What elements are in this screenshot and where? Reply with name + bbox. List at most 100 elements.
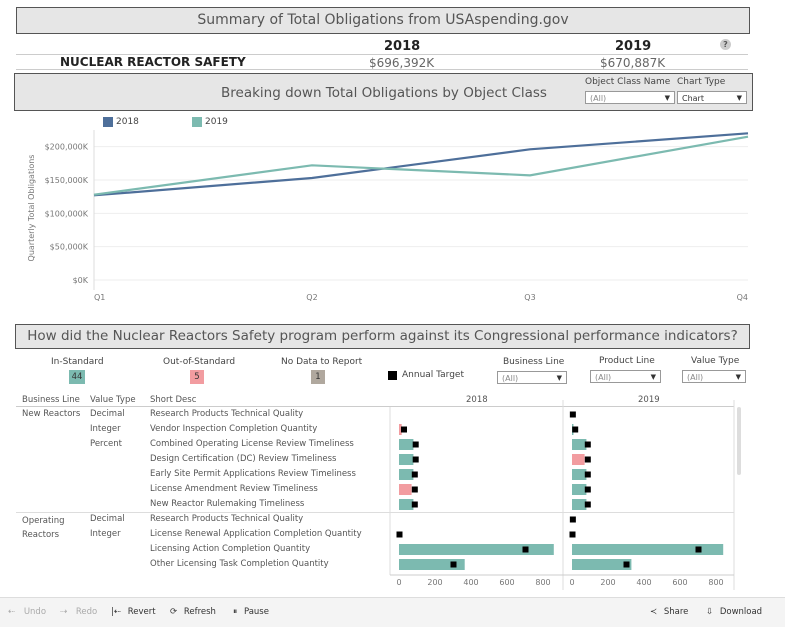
total-2019-value: $670,887K [600, 56, 666, 70]
x-tick-label: 400 [463, 578, 478, 587]
annual-target-marker[interactable] [412, 441, 419, 448]
series-line-2019[interactable] [93, 135, 749, 196]
chevron-down-icon: ▼ [650, 373, 656, 381]
annual-target-marker[interactable] [569, 531, 576, 538]
annual-target-marker[interactable] [584, 471, 591, 478]
cell-desc: Combined Operating License Review Timeli… [150, 439, 354, 449]
x-tick-label: 800 [535, 578, 550, 587]
cell-desc: Research Products Technical Quality [150, 409, 304, 419]
breakdown-title: Breaking down Total Obligations by Objec… [221, 85, 547, 101]
y-axis-label: Quarterly Total Obligations [27, 155, 36, 262]
annual-target-marker[interactable] [695, 546, 702, 553]
legend-label-2019: 2019 [205, 117, 228, 127]
undo-label: Undo [23, 607, 47, 617]
help-icon[interactable]: ? [720, 39, 731, 50]
annual-target-marker[interactable] [584, 441, 591, 448]
group-divider [16, 512, 734, 513]
series-line-2018[interactable] [93, 132, 749, 197]
annual-target-marker[interactable] [522, 546, 529, 553]
refresh-button[interactable]: ⟳ Refresh [170, 607, 216, 617]
indicator-bar[interactable] [399, 484, 412, 495]
legend-label-2018: 2018 [116, 117, 139, 127]
annual-target-marker[interactable] [572, 426, 579, 433]
pause-label: Pause [243, 607, 269, 617]
out-standard-badge[interactable]: 5 [190, 370, 204, 384]
viz-toolbar: ⇠ Undo ⇢ Redo |⇠ Revert ⟳ Refresh ⏸ Paus… [0, 597, 785, 627]
chart-type-dropdown[interactable]: Chart ▼ [677, 91, 747, 104]
annual-target-marker[interactable] [584, 486, 591, 493]
product-line-dropdown[interactable]: (All) ▼ [590, 370, 661, 383]
x-tick-label: 600 [672, 578, 687, 587]
no-data-label: No Data to Report [281, 357, 363, 367]
col-header-value-type: Value Type [90, 395, 136, 405]
indicator-bar[interactable] [399, 544, 554, 555]
refresh-label: Refresh [183, 607, 216, 617]
business-line-filter-label: Business Line [503, 357, 565, 367]
object-class-dropdown[interactable]: (All) ▼ [585, 91, 675, 104]
redo-label: Redo [75, 607, 98, 617]
in-standard-badge[interactable]: 44 [69, 370, 85, 384]
business-line-dropdown[interactable]: (All) ▼ [497, 371, 567, 384]
annual-target-marker[interactable] [584, 456, 591, 463]
indicator-bar[interactable] [399, 454, 414, 465]
x-tick-label: 800 [708, 578, 723, 587]
pause-button[interactable]: ⏸ Pause [233, 607, 269, 617]
x-tick-label: 200 [427, 578, 442, 587]
indicator-bar[interactable] [572, 439, 587, 450]
y-tick-label: $200,000K [45, 143, 89, 152]
y-tick-label: $150,000K [45, 176, 89, 185]
chevron-down-icon: ▼ [556, 374, 562, 382]
annual-target-marker[interactable] [569, 516, 576, 523]
indicator-bar[interactable] [572, 484, 587, 495]
indicator-bar[interactable] [572, 469, 587, 480]
chevron-down-icon: ▼ [664, 94, 670, 102]
annual-target-marker[interactable] [569, 411, 576, 418]
chart-type-label: Chart Type [677, 77, 726, 87]
annual-target-marker[interactable] [401, 426, 407, 433]
indicator-bar[interactable] [572, 559, 632, 570]
download-icon: ⇩ [706, 607, 714, 617]
summary-bottom-line [16, 69, 748, 70]
share-button[interactable]: ≺ Share [650, 607, 688, 617]
annual-target-marker[interactable] [396, 531, 403, 538]
chevron-down-icon: ▼ [735, 373, 741, 381]
y-tick-label: $100,000K [45, 209, 89, 218]
indicator-bar[interactable] [572, 544, 724, 555]
chart-type-value: Chart [682, 94, 704, 103]
undo-button[interactable]: ⇠ Undo [8, 607, 46, 617]
x-tick-label: Q4 [737, 293, 748, 302]
download-button[interactable]: ⇩ Download [706, 607, 762, 617]
indicator-bar[interactable] [572, 454, 585, 465]
indicator-bar[interactable] [399, 499, 414, 510]
value-type-dropdown[interactable]: (All) ▼ [682, 370, 746, 383]
value-type-value: (All) [687, 373, 704, 382]
annual-target-marker[interactable] [623, 561, 630, 568]
indicator-bar[interactable] [399, 439, 414, 450]
annual-target-marker[interactable] [412, 456, 419, 463]
revert-icon: |⇠ [111, 607, 121, 617]
indicator-bar[interactable] [399, 559, 465, 570]
indicator-bar[interactable] [399, 424, 402, 435]
product-line-value: (All) [595, 373, 612, 382]
no-data-count: 1 [315, 372, 321, 382]
no-data-badge[interactable]: 1 [311, 370, 325, 384]
cell-desc: Research Products Technical Quality [150, 514, 304, 524]
object-class-label: Object Class Name [585, 77, 671, 87]
x-tick-label: Q2 [306, 293, 317, 302]
annual-target-marker[interactable] [411, 501, 418, 508]
indicator-bar[interactable] [399, 469, 414, 480]
annual-target-marker[interactable] [584, 501, 591, 508]
product-line-filter-label: Product Line [599, 356, 655, 366]
annual-target-marker[interactable] [411, 486, 418, 493]
x-tick-label: 0 [396, 578, 401, 587]
cell-vt: Decimal [90, 409, 125, 419]
pause-icon: ⏸ [233, 607, 238, 617]
annual-target-marker[interactable] [450, 561, 457, 568]
indicator-bar[interactable] [572, 499, 587, 510]
line-chart: Quarterly Total Obligations $0K $50,000K $1… [27, 130, 749, 302]
redo-button[interactable]: ⇢ Redo [60, 607, 97, 617]
table-scrollbar[interactable] [737, 407, 741, 475]
value-type-filter-label: Value Type [691, 356, 740, 366]
revert-button[interactable]: |⇠ Revert [111, 607, 156, 617]
annual-target-marker[interactable] [411, 471, 418, 478]
